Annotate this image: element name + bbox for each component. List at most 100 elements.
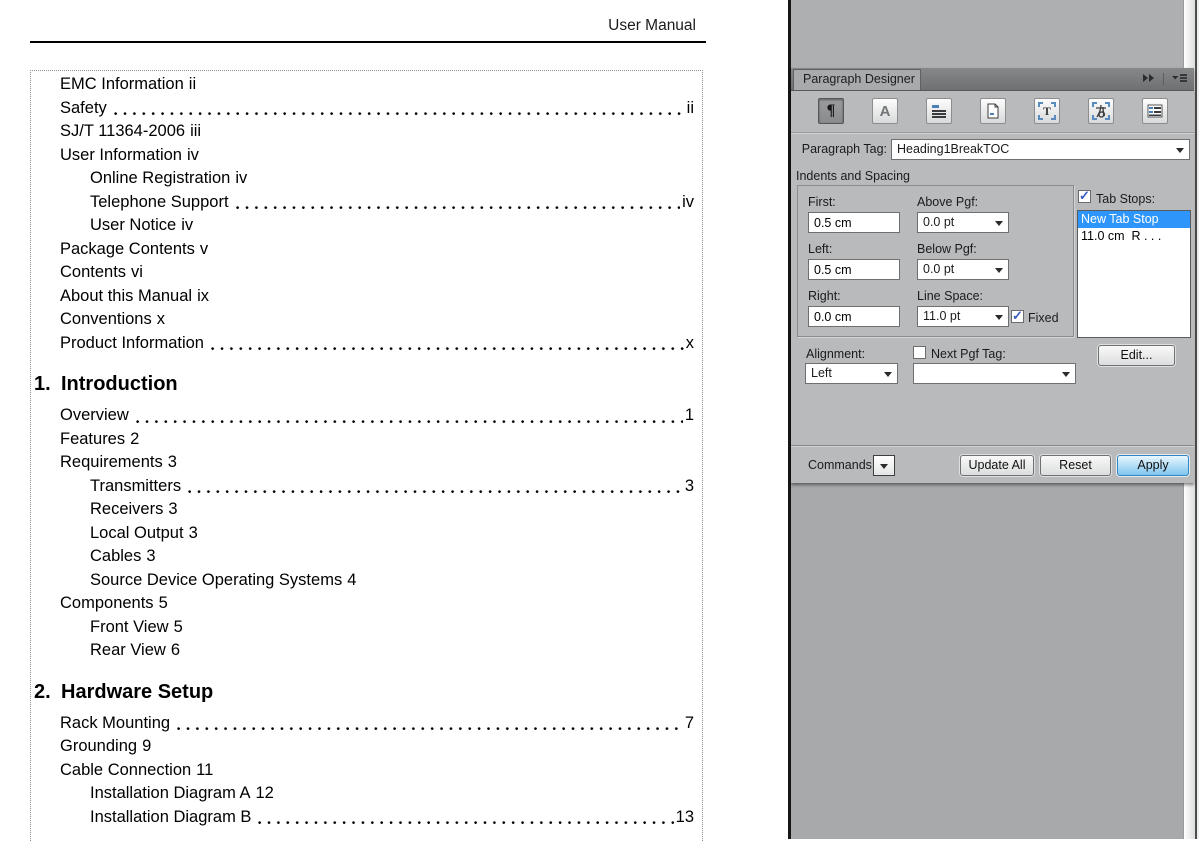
dock-background-top [791, 0, 1199, 68]
reset-button[interactable]: Reset [1040, 455, 1111, 476]
toc-text-frame[interactable]: EMC Information ii Safety ii SJ/T 11364-2006… [30, 70, 703, 841]
toc-entry-title: Installation Diagram B [90, 807, 252, 826]
tab-paragraph-designer[interactable]: Paragraph Designer [793, 69, 921, 90]
chapter-title: Hardware Setup [61, 680, 214, 703]
toc-entry-title: EMC Information [60, 75, 184, 93]
toc-entry-title: Source Device Operating Systems [90, 570, 343, 589]
toc-entry[interactable]: Product Information x [31, 332, 702, 356]
commands-menu-button[interactable] [873, 455, 895, 476]
toc-entry[interactable]: Online Registration iv [31, 167, 702, 191]
toc-entry[interactable]: Conventions x [31, 308, 702, 332]
line-space-combo[interactable]: 11.0 pt [917, 306, 1009, 327]
toc-entry-title: SJ/T 11364-2006 [60, 122, 186, 140]
advanced-icon[interactable]: T [1034, 98, 1060, 124]
tab-stop-item[interactable]: 11.0 cm R . . . [1081, 229, 1162, 243]
next-pgf-tag-checkbox[interactable] [913, 346, 926, 359]
edit-button[interactable]: Edit... [1098, 345, 1175, 366]
toc-entry[interactable]: Front View 5 [31, 616, 702, 640]
toc-entry-title: User Information [60, 145, 182, 164]
pagination-icon[interactable] [926, 98, 952, 124]
toc-entry[interactable]: Components 5 [31, 592, 702, 616]
tab-stops-checkbox[interactable] [1078, 188, 1091, 204]
toc-entry-page: ii [188, 75, 197, 93]
window-edge [1195, 0, 1197, 839]
toc-entry-title: Package Contents [60, 239, 195, 258]
toc-entry[interactable]: Transmitters 3 [31, 475, 702, 499]
tab-stops-listbox[interactable]: New Tab Stop 11.0 cm R . . . [1077, 210, 1191, 338]
toc-entry[interactable]: Local Output 3 [31, 522, 702, 546]
toc-entry-page: iii [190, 122, 202, 140]
toc-entry[interactable]: Rack Mounting 7 [31, 712, 702, 736]
pilcrow-glyph: ¶ [826, 102, 836, 119]
toc-entry-page: 3 [167, 453, 177, 471]
toc-entry-page: 3 [188, 523, 198, 542]
document-page: User Manual EMC Information ii Safety ii SJ/… [30, 17, 706, 841]
left-indent-input[interactable] [808, 259, 900, 280]
toc-entry[interactable]: Installation Diagram A 12 [31, 782, 702, 806]
toc-entry-title: Rack Mounting [60, 713, 171, 732]
toc-entry[interactable]: Cables 3 [31, 545, 702, 569]
right-indent-input[interactable] [808, 306, 900, 327]
toc-entry-title: Rear View [90, 641, 166, 659]
toc-entry[interactable]: Installation Diagram B 13 [31, 806, 702, 830]
next-pgf-tag-combo[interactable] [913, 363, 1076, 384]
toc-entry-title: Installation Diagram A [90, 784, 251, 802]
toc-entry[interactable]: User Notice iv [31, 214, 702, 238]
toc-entry[interactable]: Grounding 9 [31, 735, 702, 759]
fixed-checkbox[interactable] [1011, 308, 1024, 324]
panel-tabbar: Paragraph Designer [791, 68, 1194, 91]
apply-button[interactable]: Apply [1117, 455, 1189, 476]
tab-stop-item[interactable]: New Tab Stop [1078, 211, 1190, 228]
alignment-label: Alignment: [806, 347, 866, 361]
toc-entry-title: Contents [60, 263, 127, 281]
line-space-value: 11.0 pt [923, 309, 961, 323]
toc-entry[interactable]: Features 2 [31, 428, 702, 452]
alignment-combo[interactable]: Left [805, 363, 898, 384]
toc-entry[interactable]: EMC Information ii [31, 73, 702, 97]
toc-entry-page: 1 [684, 406, 694, 424]
toc-entry-page: 11 [196, 760, 214, 779]
toc-entry[interactable]: Telephone Support iv [31, 191, 702, 215]
asian-icon[interactable] [1088, 98, 1114, 124]
toc-entry-page: 3 [684, 476, 694, 495]
table-cell-icon[interactable] [1142, 98, 1168, 124]
numbering-icon[interactable] [980, 98, 1006, 124]
toc-entry[interactable]: Rear View 6 [31, 639, 702, 663]
toc-chapter-heading[interactable]: 2. Hardware Setup [31, 680, 702, 705]
below-pgf-combo[interactable]: 0.0 pt [917, 259, 1009, 280]
chapter-title: Introduction [61, 373, 178, 395]
window-edge-highlight [1197, 0, 1199, 839]
chevron-down-icon [995, 221, 1003, 230]
toc-entry[interactable]: User Information iv [31, 144, 702, 168]
toc-entry[interactable]: Contents vi [31, 261, 702, 285]
paragraph-tag-combo[interactable]: Heading1BreakTOC [891, 139, 1190, 160]
toc-entry-title: Cables [90, 547, 142, 565]
default-font-icon[interactable]: A [872, 98, 898, 124]
toc-entry[interactable]: Overview 1 [31, 404, 702, 428]
toc-entry-title: Overview [60, 406, 129, 424]
dot-leader [258, 821, 674, 825]
basic-properties-icon[interactable]: ¶ [818, 98, 844, 124]
toc-entry[interactable]: Safety ii [31, 97, 702, 121]
toc-entry[interactable]: Receivers 3 [31, 498, 702, 522]
toc-chapter-heading[interactable]: 1. Introduction [31, 372, 702, 397]
toc-entry[interactable]: SJ/T 11364-2006 iii [31, 120, 702, 144]
collapse-panel-icon[interactable] [1142, 72, 1156, 86]
toc-entry[interactable]: Cable Connection 11 [31, 759, 702, 783]
alignment-value: Left [811, 366, 832, 380]
tabbar-divider [1163, 73, 1164, 85]
first-indent-input[interactable] [808, 212, 900, 233]
toc-entry[interactable]: Package Contents v [31, 238, 702, 262]
toc-entry[interactable]: About this Manual ix [31, 285, 702, 309]
toc-entry[interactable]: Requirements 3 [31, 451, 702, 475]
dock-background-bottom [791, 483, 1199, 839]
toc-entry-title: Online Registration [90, 169, 231, 187]
above-pgf-combo[interactable]: 0.0 pt [917, 212, 1009, 233]
panel-menu-icon[interactable] [1171, 72, 1188, 86]
toc-entry-title: Safety [60, 98, 107, 117]
commands-label: Commands: [808, 458, 876, 472]
update-all-button[interactable]: Update All [960, 455, 1034, 476]
left-label: Left: [808, 242, 833, 256]
toc-entry[interactable]: Source Device Operating Systems 4 [31, 569, 702, 593]
dot-leader [177, 727, 683, 731]
